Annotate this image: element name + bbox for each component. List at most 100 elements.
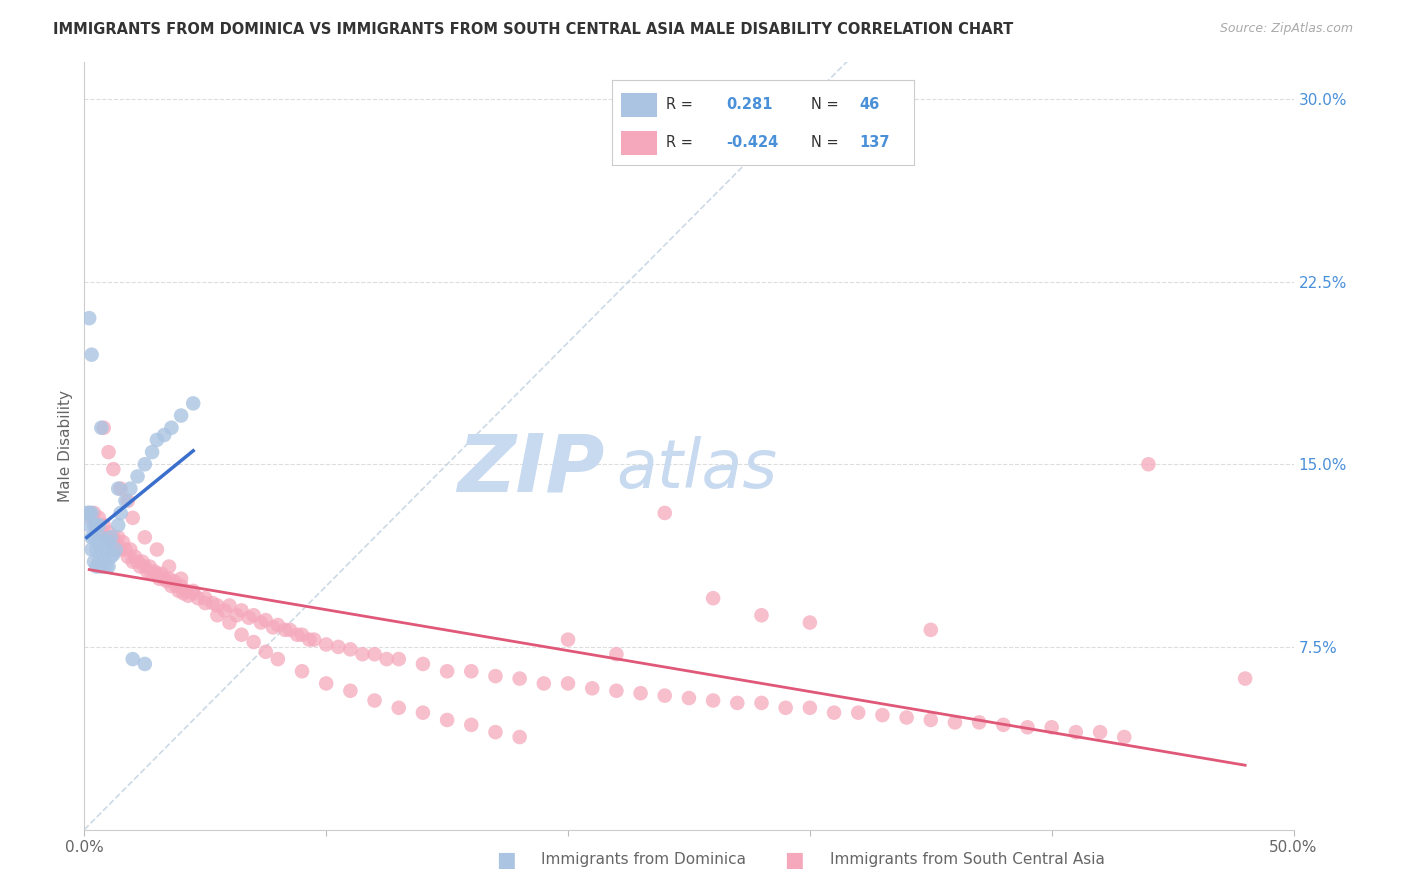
Point [207,599,229,613]
Point [80,530,103,544]
Point [110,506,132,520]
Point [107,482,129,496]
Point [121,511,143,525]
Text: atlas: atlas [616,436,778,502]
Point [155,574,177,589]
Point [231,603,253,617]
Point [262,620,284,634]
Y-axis label: Male Disability: Male Disability [58,390,73,502]
Point [775,700,797,714]
Point [167,583,190,598]
Point [352,647,374,661]
Point [388,652,411,666]
Point [436,665,458,679]
Point [157,559,180,574]
Point [181,583,204,598]
Point [94,559,117,574]
Point [1017,720,1039,734]
Point [177,589,200,603]
Point [148,572,170,586]
Text: ZIP: ZIP [457,430,605,508]
Point [872,708,894,723]
Point [146,566,169,581]
Point [134,530,156,544]
Point [225,608,247,623]
Point [103,547,125,561]
Point [131,555,153,569]
Text: ■: ■ [496,850,516,870]
Point [799,700,821,714]
Point [943,715,966,730]
Point [967,715,990,730]
Point [375,652,398,666]
Point [112,535,135,549]
Point [630,686,652,700]
Point [557,676,579,690]
Point [896,710,918,724]
Text: Immigrants from Dominica: Immigrants from Dominica [541,853,747,867]
Point [702,591,724,606]
Point [100,549,122,564]
Point [201,596,224,610]
Point [654,689,676,703]
Point [120,542,142,557]
Point [163,574,186,589]
Point [581,681,603,696]
Point [291,665,314,679]
Point [291,628,314,642]
Point [107,530,129,544]
Point [173,586,195,600]
Point [124,549,146,564]
Point [160,421,183,435]
Point [1234,672,1257,686]
Point [242,635,264,649]
Point [157,572,180,586]
Point [100,530,122,544]
Point [339,683,361,698]
Point [231,628,253,642]
Point [605,683,627,698]
Point [77,518,100,533]
Text: N =: N = [811,97,839,112]
Point [104,542,127,557]
Point [238,610,260,624]
Point [86,518,108,533]
Point [509,730,531,744]
Point [114,542,136,557]
Point [174,583,197,598]
Point [146,542,169,557]
Point [134,657,156,671]
Point [153,572,176,586]
Point [83,506,105,520]
Point [87,555,110,569]
Point [194,596,217,610]
Point [100,535,122,549]
Text: -0.424: -0.424 [727,135,779,150]
Point [117,549,139,564]
Point [993,718,1015,732]
Point [103,462,125,476]
Point [1040,720,1063,734]
Point [86,559,108,574]
Point [1114,730,1136,744]
Point [110,542,132,557]
Point [181,396,204,410]
Point [436,713,458,727]
Point [460,718,482,732]
Point [93,518,115,533]
Point [127,555,149,569]
Point [298,632,321,647]
Point [170,409,193,423]
Point [77,506,100,520]
Point [94,530,117,544]
Point [121,555,143,569]
Point [339,642,361,657]
Point [363,647,385,661]
Point [86,542,108,557]
Point [1137,457,1160,471]
Point [90,542,112,557]
Point [460,665,482,679]
Point [86,518,108,533]
Point [153,428,176,442]
Point [97,559,120,574]
